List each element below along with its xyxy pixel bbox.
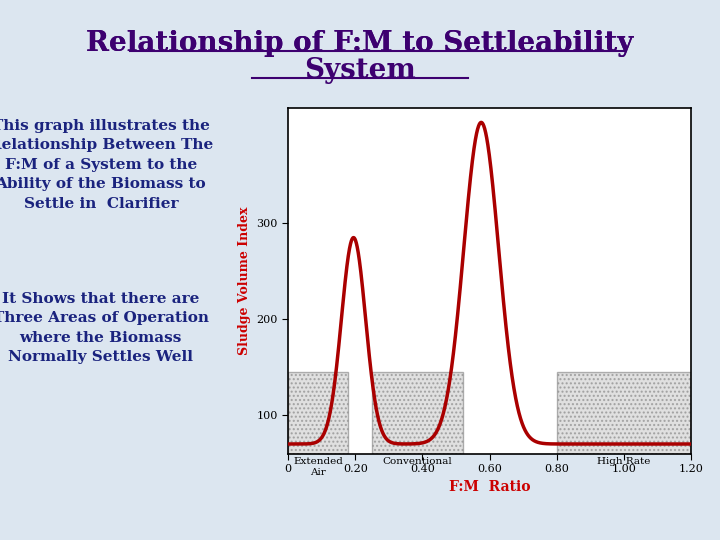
Bar — [372, 372, 463, 454]
Y-axis label: Sludge Volume Index: Sludge Volume Index — [238, 206, 251, 355]
Text: Relationship of F:M to Settleability: Relationship of F:M to Settleability — [86, 30, 634, 57]
X-axis label: F:M  Ratio: F:M Ratio — [449, 480, 531, 494]
Text: Conventional: Conventional — [382, 457, 452, 467]
Text: Extended
Air: Extended Air — [293, 457, 343, 477]
Text: This graph illustrates the
Relationship Between The
F:M of a System to the
Abili: This graph illustrates the Relationship … — [0, 119, 213, 211]
Text: It Shows that there are
Three Areas of Operation
where the Biomass
Normally Sett: It Shows that there are Three Areas of O… — [0, 292, 209, 364]
Bar — [557, 372, 691, 454]
Text: High Rate: High Rate — [598, 457, 651, 467]
Text: System: System — [304, 57, 416, 84]
Text: Relationship of F:M to Settleability: Relationship of F:M to Settleability — [86, 30, 634, 57]
Bar — [288, 372, 348, 454]
